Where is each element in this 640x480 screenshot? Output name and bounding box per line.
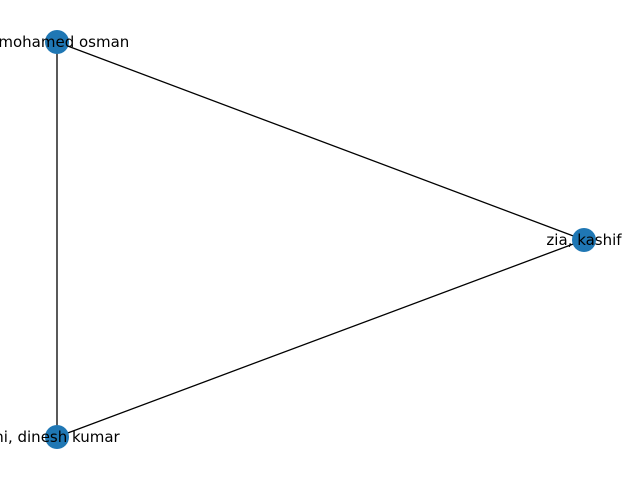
label-layer: i, mohamed osman zia, kashif ni, dinesh … [0,33,622,446]
edge-layer [56,41,585,438]
node-layer [45,30,596,449]
edge-dinesh-kumar-zia-kashif [56,239,585,438]
edge-mohamed-osman-zia-kashif [56,41,585,241]
label-dinesh-kumar: ni, dinesh kumar [0,428,121,446]
node-zia-kashif [572,228,596,252]
label-zia-kashif: zia, kashif [546,231,622,249]
label-mohamed-osman: i, mohamed osman [0,33,129,51]
node-mohamed-osman [45,30,69,54]
node-dinesh-kumar [45,425,69,449]
